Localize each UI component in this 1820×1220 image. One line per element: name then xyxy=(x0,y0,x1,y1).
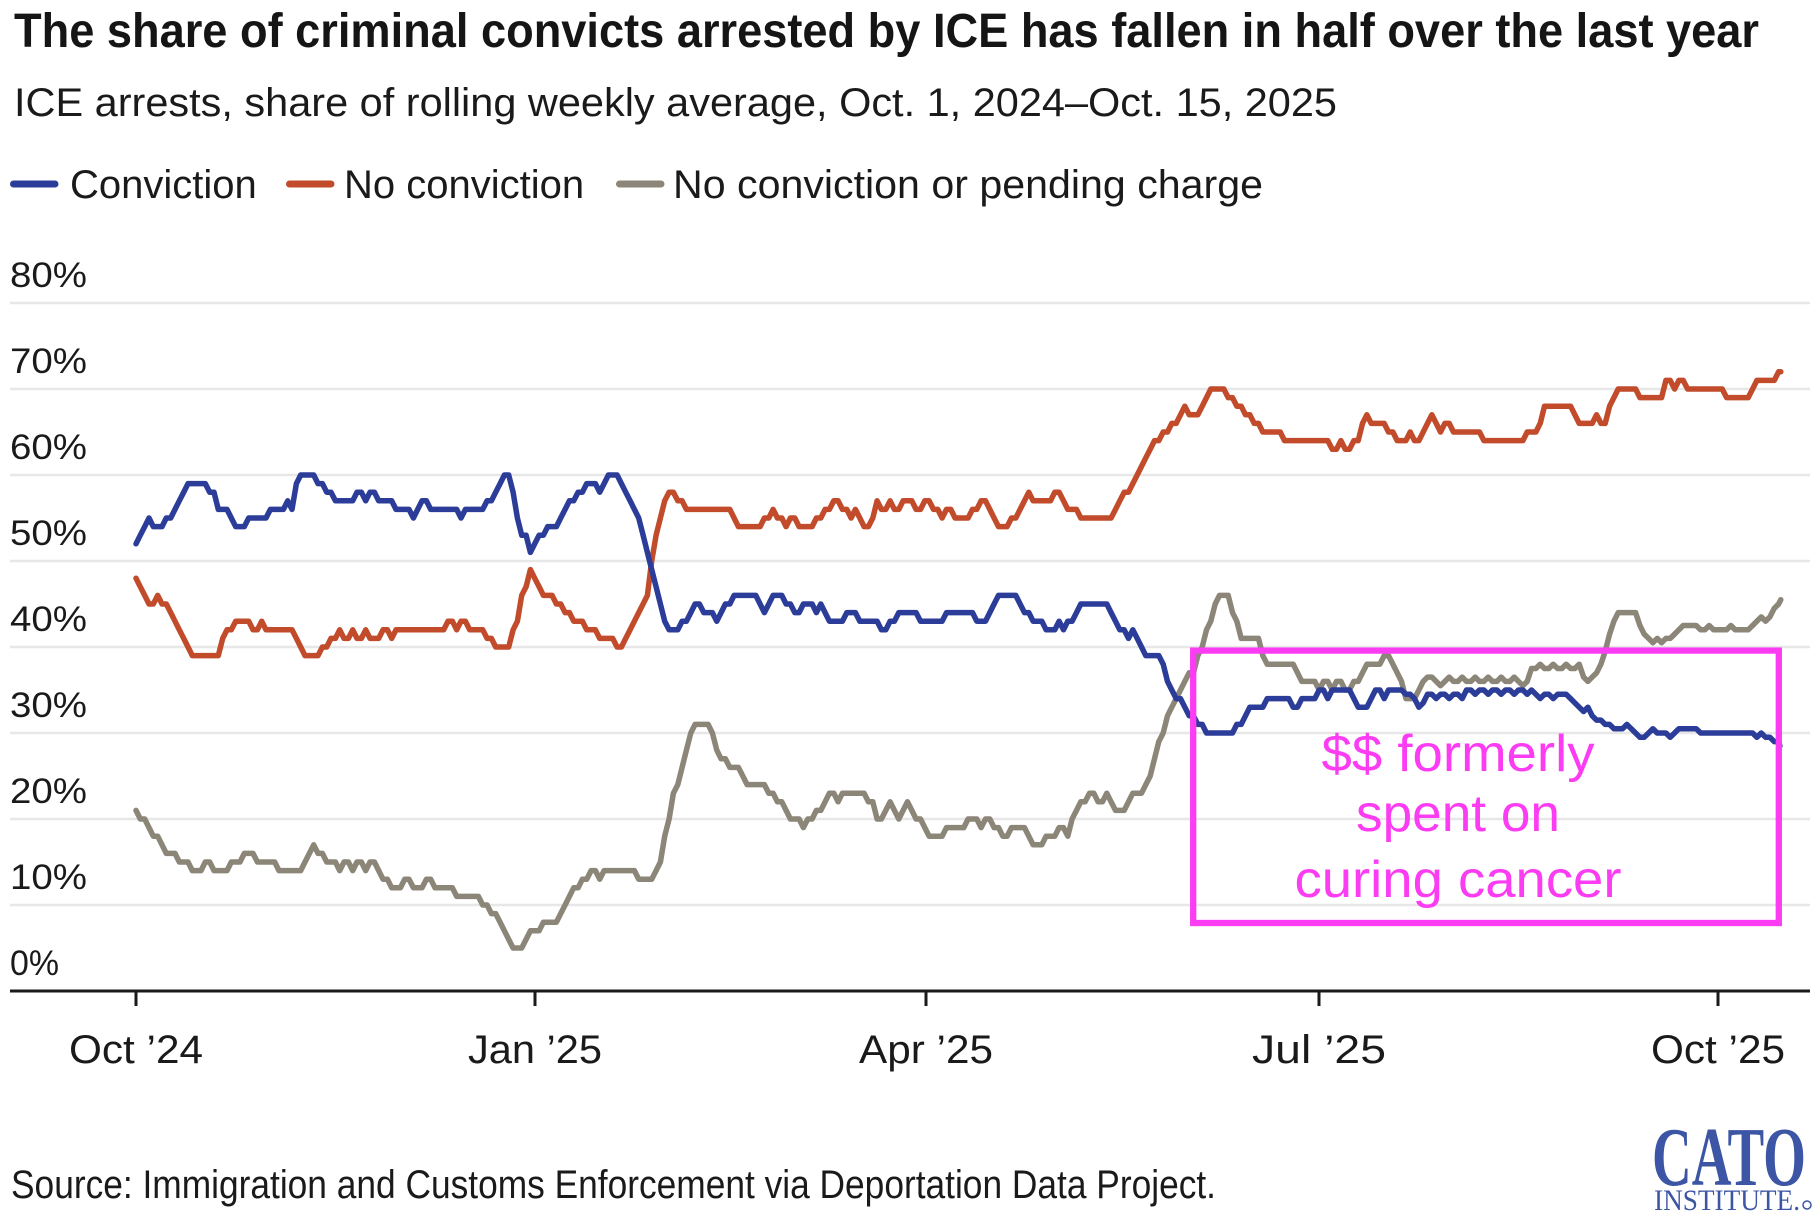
svg-text:Conviction: Conviction xyxy=(70,163,257,207)
svg-text:No conviction: No conviction xyxy=(344,163,584,207)
svg-text:Apr ’25: Apr ’25 xyxy=(859,1028,993,1072)
svg-text:60%: 60% xyxy=(10,428,87,467)
svg-text:80%: 80% xyxy=(10,256,87,295)
svg-text:Jan ’25: Jan ’25 xyxy=(468,1028,602,1072)
svg-text:Source: Immigration and Custom: Source: Immigration and Customs Enforcem… xyxy=(11,1163,1216,1207)
svg-text:curing cancer: curing cancer xyxy=(1295,851,1622,909)
svg-text:$$ formerly: $$ formerly xyxy=(1322,725,1595,783)
svg-text:30%: 30% xyxy=(10,686,87,725)
svg-text:50%: 50% xyxy=(10,514,87,553)
svg-text:ICE arrests, share of rolling: ICE arrests, share of rolling weekly ave… xyxy=(14,81,1337,125)
svg-text:Jul ’25: Jul ’25 xyxy=(1252,1028,1386,1072)
svg-text:Oct ’24: Oct ’24 xyxy=(69,1028,203,1072)
svg-text:40%: 40% xyxy=(10,600,87,639)
svg-text:CATO: CATO xyxy=(1652,1111,1806,1204)
svg-text:10%: 10% xyxy=(10,858,87,897)
svg-text:Oct ’25: Oct ’25 xyxy=(1651,1028,1785,1072)
svg-text:The share of criminal convicts: The share of criminal convicts arrested … xyxy=(14,5,1759,58)
svg-text:20%: 20% xyxy=(10,772,87,811)
svg-text:INSTITUTE.: INSTITUTE. xyxy=(1654,1184,1800,1217)
svg-text:No conviction or pending charg: No conviction or pending charge xyxy=(673,163,1263,207)
svg-text:70%: 70% xyxy=(10,342,87,381)
svg-text:spent on: spent on xyxy=(1356,785,1560,843)
svg-text:0%: 0% xyxy=(10,944,59,983)
